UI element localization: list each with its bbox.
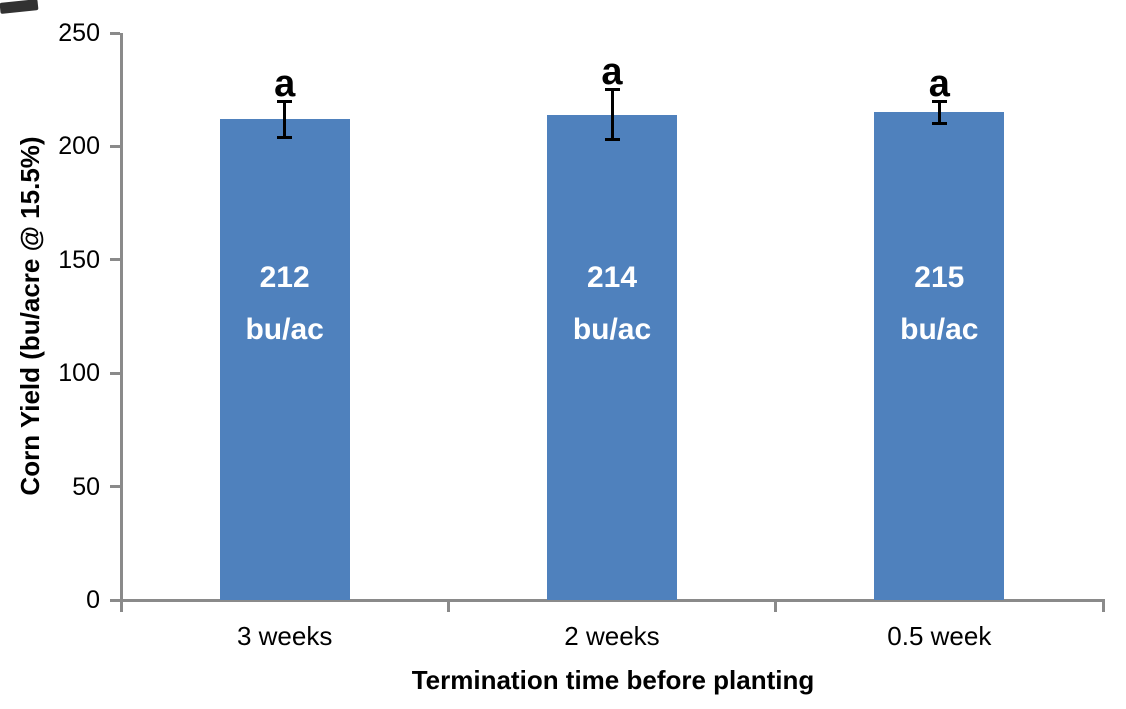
bar (874, 112, 1005, 600)
error-bar-cap-top (931, 99, 947, 103)
y-tick-mark (109, 371, 120, 375)
bar-value-label: 214 bu/ac (572, 261, 652, 346)
x-category-label: 0.5 week (887, 621, 992, 651)
error-bar-line (283, 101, 287, 138)
error-bar-cap-bottom (277, 135, 293, 139)
y-axis-line (119, 33, 123, 612)
significance-letter: a (928, 62, 950, 105)
x-axis-title: Termination time before planting (411, 665, 815, 695)
error-bar-line (937, 101, 941, 124)
x-category-label: 2 weeks (564, 621, 660, 651)
y-tick-mark (109, 598, 120, 602)
y-tick-label: 150 (58, 245, 100, 274)
y-tick-mark (109, 258, 120, 262)
y-tick-mark (109, 31, 120, 35)
y-tick-label: 250 (58, 19, 100, 47)
bar (547, 114, 677, 600)
error-bar-cap-bottom (604, 138, 620, 142)
x-tick-mark (119, 600, 123, 612)
y-tick-label: 0 (86, 586, 100, 614)
y-tick-label: 200 (58, 132, 100, 161)
y-tick-label: 50 (72, 472, 100, 501)
x-tick-mark (1101, 600, 1105, 612)
error-bar-cap-bottom (931, 122, 947, 126)
bar-value-label: 212 bu/ac (245, 261, 324, 346)
error-bar-cap-top (604, 88, 620, 92)
bar-value-label: 215 bu/ac (900, 261, 979, 346)
y-tick-label: 100 (58, 359, 100, 388)
error-bar-line (610, 89, 614, 140)
y-tick-mark (109, 144, 120, 148)
x-category-label: 3 weeks (236, 621, 333, 651)
error-bar-cap-top (277, 99, 293, 103)
x-tick-mark (446, 600, 450, 612)
significance-letter: a (274, 62, 296, 105)
x-axis-line (119, 598, 1105, 602)
bar (219, 119, 350, 600)
x-tick-mark (774, 600, 778, 612)
significance-letter: a (601, 51, 623, 94)
y-tick-mark (109, 485, 120, 489)
